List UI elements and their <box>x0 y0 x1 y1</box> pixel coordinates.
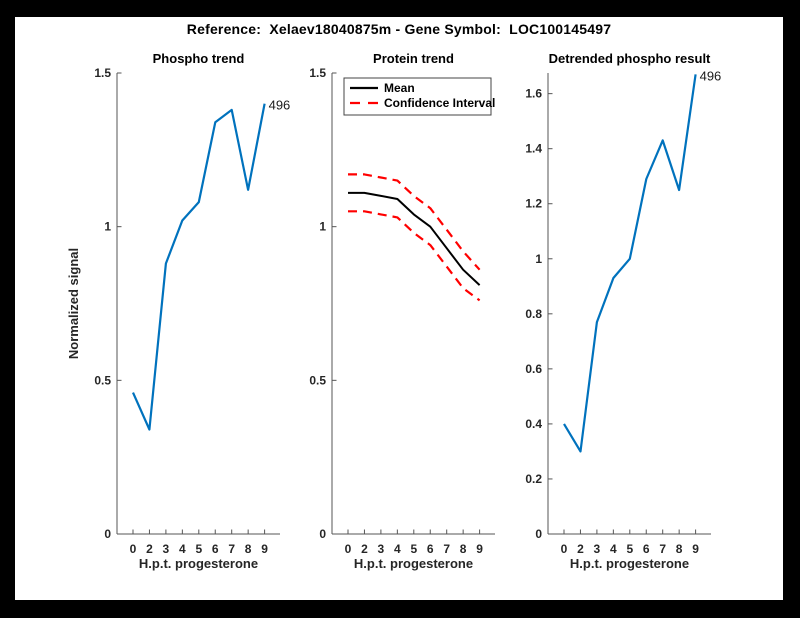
x-tick-label: 8 <box>460 542 467 556</box>
series-end-label: 496 <box>269 98 291 113</box>
y-tick-label: 1.6 <box>525 87 542 101</box>
x-tick-label: 7 <box>228 542 235 556</box>
y-tick-label: 1 <box>104 220 111 234</box>
x-axis-label: H.p.t. progesterone <box>139 556 258 571</box>
subplot-title: Detrended phospho result <box>549 51 711 66</box>
y-tick-label: 0.2 <box>525 472 542 486</box>
x-tick-label: 2 <box>577 542 584 556</box>
x-axis-label: H.p.t. progesterone <box>354 556 473 571</box>
y-tick-label: 1.5 <box>309 66 326 80</box>
y-tick-label: 0.4 <box>525 417 542 431</box>
x-tick-label: 2 <box>361 542 368 556</box>
legend-box <box>343 77 492 116</box>
series-line <box>348 191 481 286</box>
x-tick-label: 5 <box>626 542 633 556</box>
legend-entry-label: Confidence Interval <box>384 96 495 110</box>
series-line <box>348 173 481 271</box>
x-tick-label: 2 <box>146 542 153 556</box>
legend-entry-label: Mean <box>384 81 415 95</box>
x-tick-label: 6 <box>427 542 434 556</box>
x-tick-label: 9 <box>692 542 699 556</box>
y-axis-label: Normalized signal <box>66 248 81 359</box>
y-tick-label: 1.2 <box>525 197 542 211</box>
x-tick-label: 5 <box>410 542 417 556</box>
subplot-title: Protein trend <box>373 51 454 66</box>
y-tick-label: 1.4 <box>525 142 542 156</box>
x-tick-label: 9 <box>476 542 483 556</box>
x-tick-label: 3 <box>378 542 385 556</box>
series-line <box>131 103 266 431</box>
y-tick-label: 0.6 <box>525 362 542 376</box>
y-tick-label: 1 <box>535 252 542 266</box>
y-tick-label: 1.5 <box>94 66 111 80</box>
y-tick-label: 0.5 <box>309 373 326 387</box>
x-tick-label: 0 <box>130 542 137 556</box>
figure-title: Reference: Xelaev18040875m - Gene Symbol… <box>186 21 612 37</box>
x-tick-label: 7 <box>443 542 450 556</box>
x-tick-label: 4 <box>394 542 401 556</box>
x-tick-label: 0 <box>345 542 352 556</box>
x-tick-label: 9 <box>261 542 268 556</box>
x-tick-label: 5 <box>195 542 202 556</box>
x-tick-label: 7 <box>659 542 666 556</box>
y-tick-label: 0 <box>535 527 542 541</box>
subplot-3: 00.20.40.60.811.21.41.60 2 3 4 5 6 7 8 9Detrende… <box>525 51 721 571</box>
series-line <box>563 74 697 453</box>
subplot-title: Phospho trend <box>153 51 245 66</box>
y-tick-label: 1 <box>319 220 326 234</box>
y-tick-label: 0.5 <box>94 373 111 387</box>
x-tick-label: 3 <box>594 542 601 556</box>
x-tick-label: 8 <box>676 542 683 556</box>
x-tick-label: 4 <box>610 542 617 556</box>
series-line <box>348 210 481 302</box>
series-end-label: 496 <box>700 68 722 83</box>
y-tick-label: 0 <box>104 527 111 541</box>
x-tick-label: 3 <box>163 542 170 556</box>
x-tick-label: 8 <box>245 542 252 556</box>
y-tick-label: 0 <box>319 527 326 541</box>
x-axis-label: H.p.t. progesterone <box>570 556 689 571</box>
x-tick-label: 6 <box>643 542 650 556</box>
y-tick-label: 0.8 <box>525 307 542 321</box>
x-tick-label: 6 <box>212 542 219 556</box>
x-tick-label: 0 <box>561 542 568 556</box>
x-tick-label: 4 <box>179 542 186 556</box>
